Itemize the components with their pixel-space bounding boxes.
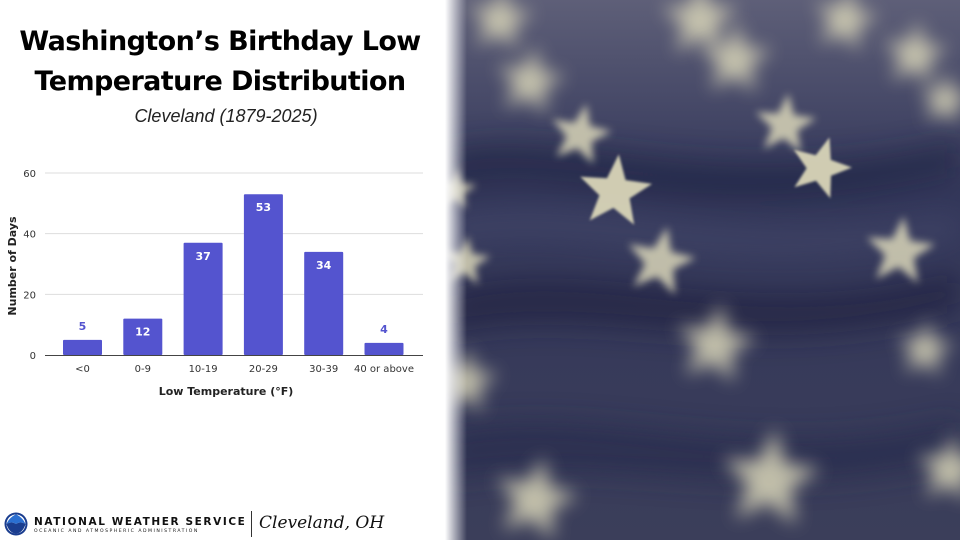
y-tick-label: 0 [30, 351, 36, 362]
x-tick-label: 30-39 [309, 364, 338, 375]
american-flag-stars-photo [445, 0, 960, 540]
flag-star-1 [662, 0, 738, 53]
flag-star-0 [468, 0, 534, 50]
chart-bars [63, 194, 404, 355]
flag-star-16 [897, 320, 955, 376]
flag-star-13 [867, 216, 936, 284]
flag-star-7 [755, 93, 817, 153]
bar-value-label: 5 [79, 320, 87, 333]
x-tick-label: 20-29 [249, 364, 278, 375]
y-tick-label: 40 [23, 230, 36, 241]
bar-chart: 0 20 40 60 5 12 37 53 34 4 <0 0-9 10-19 20-29 30-39 4… [6, 169, 423, 398]
bar-value-label: 34 [316, 259, 332, 272]
chart-grid [45, 172, 423, 295]
slide-title: Washington’s Birthday Low Temperature Di… [19, 26, 421, 97]
x-tick-label: 10-19 [189, 364, 218, 375]
bar-3 [243, 194, 283, 355]
bar-value-label: 37 [195, 250, 210, 263]
x-tick-label: 40 or above [354, 364, 414, 375]
flag-star-6 [552, 103, 612, 165]
slide-subtitle: Cleveland (1879-2025) [134, 106, 318, 126]
nws-name: NATIONAL WEATHER SERVICE [34, 516, 247, 528]
flag-star-10 [793, 137, 852, 199]
bar-2 [183, 242, 223, 355]
bar-0 [63, 339, 102, 355]
flag-star-3 [497, 46, 566, 114]
footer-divider [251, 511, 252, 537]
y-tick-label: 20 [23, 290, 36, 301]
bar-value-label: 53 [256, 201, 271, 214]
noaa-logo-icon [4, 512, 28, 536]
flag-star-8 [919, 72, 960, 125]
left-panel: Washington’s Birthday Low Temperature Di… [0, 0, 445, 540]
x-tick-label: <0 [75, 364, 90, 375]
bar-1 [123, 318, 163, 355]
nws-subtitle: OCEANIC AND ATMOSPHERIC ADMINISTRATION [34, 529, 199, 534]
flag-star-20 [917, 434, 960, 497]
flag-star-18 [722, 428, 821, 525]
bar-value-label: 12 [135, 326, 150, 339]
flag-star-12 [628, 226, 696, 295]
flag-star-15 [677, 303, 757, 383]
flag-stars [445, 0, 960, 540]
flag-star-5 [883, 21, 949, 85]
flag-star-4 [699, 22, 772, 92]
bar-5 [364, 342, 404, 355]
x-tick-label: 0-9 [135, 364, 151, 375]
office-name: Cleveland, OH [259, 513, 385, 533]
y-axis-ticks: 0 20 40 60 [23, 169, 36, 362]
bar-4 [304, 251, 344, 355]
y-tick-label: 60 [23, 169, 36, 180]
x-axis-ticks: <0 0-9 10-19 20-29 30-39 40 or above [75, 364, 414, 375]
bar-value-label: 4 [380, 323, 388, 336]
flag-star-9 [580, 154, 653, 225]
bar-value-labels: 5 12 37 53 34 4 [79, 201, 389, 338]
flag-star-2 [815, 0, 879, 51]
footer: NATIONAL WEATHER SERVICE OCEANIC AND ATM… [0, 505, 445, 540]
x-axis-label: Low Temperature (°F) [159, 385, 294, 398]
y-axis-label: Number of Days [6, 216, 19, 316]
flag-star-19 [496, 456, 579, 540]
